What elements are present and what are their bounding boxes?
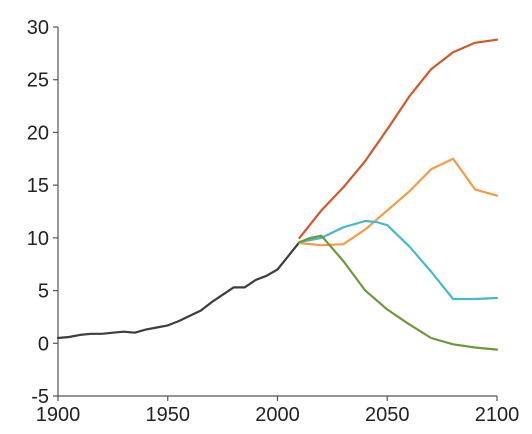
x-tick-label: 2000 — [255, 404, 300, 426]
chart-axes — [57, 27, 497, 397]
x-tick-label: 2050 — [365, 404, 410, 426]
y-tick-label: 5 — [38, 281, 49, 303]
chart-ticks: -5 0 5 10 15 20 25 30 1900 1950 2000 2050 2100 — [27, 17, 520, 426]
y-tick-label: -5 — [31, 386, 49, 408]
y-tick-label: 25 — [27, 70, 49, 92]
chart-series — [56, 38, 499, 351]
y-tick-label: 0 — [38, 333, 49, 355]
green-scenario-line — [298, 234, 499, 351]
x-tick-label: 1900 — [36, 404, 81, 426]
y-tick-label: 30 — [27, 17, 49, 39]
orange-red-scenario-line — [298, 38, 499, 239]
orange-scenario-line — [298, 157, 499, 247]
y-tick-label: 10 — [27, 228, 49, 250]
cyan-scenario-line — [298, 219, 499, 301]
historical-series-line — [56, 241, 301, 340]
x-tick-label: 2100 — [475, 404, 520, 426]
y-tick-label: 20 — [27, 122, 49, 144]
y-tick-label: 15 — [27, 175, 49, 197]
x-tick-label: 1950 — [146, 404, 191, 426]
